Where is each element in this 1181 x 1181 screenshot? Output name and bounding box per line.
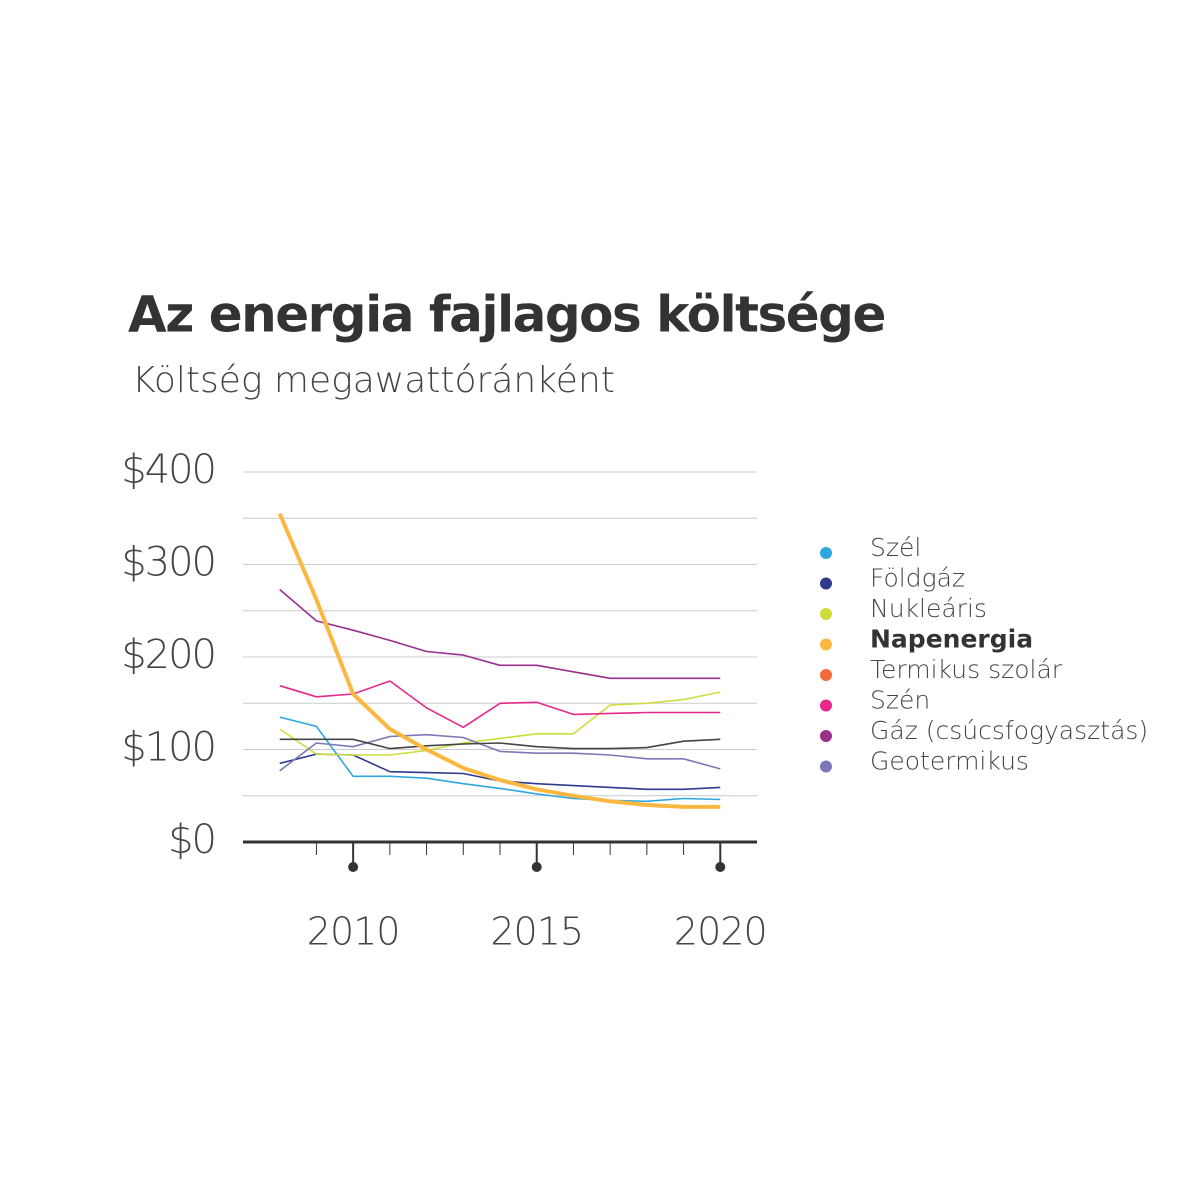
legend-marker <box>820 577 832 590</box>
x-tick-dot <box>715 862 726 872</box>
y-tick-label: $200 <box>121 632 215 678</box>
series-line <box>279 680 721 729</box>
y-tick-label: $0 <box>168 817 215 863</box>
y-tick-label: $100 <box>121 725 215 771</box>
chart-subtitle: Költség megawattóránként <box>132 360 615 401</box>
legend-label: Geotermikus <box>870 747 1029 776</box>
series-line <box>279 738 721 750</box>
legend-marker <box>820 730 832 742</box>
legend-marker <box>820 760 832 773</box>
legend-label: Gáz (csúcsfogyasztás) <box>870 716 1148 745</box>
legend-label: Napenergia <box>870 625 1033 654</box>
legend-marker <box>820 547 832 559</box>
legend-label: Földgáz <box>870 564 965 593</box>
legend-label: Termikus szolár <box>870 655 1063 684</box>
legend-label: Nukleáris <box>870 594 987 623</box>
legend-label: Szél <box>870 533 921 562</box>
series-line <box>279 691 721 756</box>
legend-label: Szén <box>870 686 930 715</box>
x-tick-label: 2015 <box>490 910 583 954</box>
legend-marker <box>820 608 832 620</box>
legend-marker <box>820 638 832 651</box>
series-line <box>277 512 721 809</box>
series-line <box>279 733 721 772</box>
y-tick-label: $400 <box>121 447 215 493</box>
series-line <box>279 588 721 680</box>
x-tick-label: 2010 <box>307 910 400 954</box>
chart-title: Az energia fajlagos költsége <box>128 286 885 344</box>
series-line <box>279 716 721 803</box>
x-tick-dot <box>348 862 359 872</box>
y-tick-label: $300 <box>121 540 215 586</box>
legend-marker <box>820 669 832 681</box>
x-tick-label: 2020 <box>674 910 767 954</box>
x-tick-dot <box>531 862 542 872</box>
legend-marker <box>820 699 832 712</box>
